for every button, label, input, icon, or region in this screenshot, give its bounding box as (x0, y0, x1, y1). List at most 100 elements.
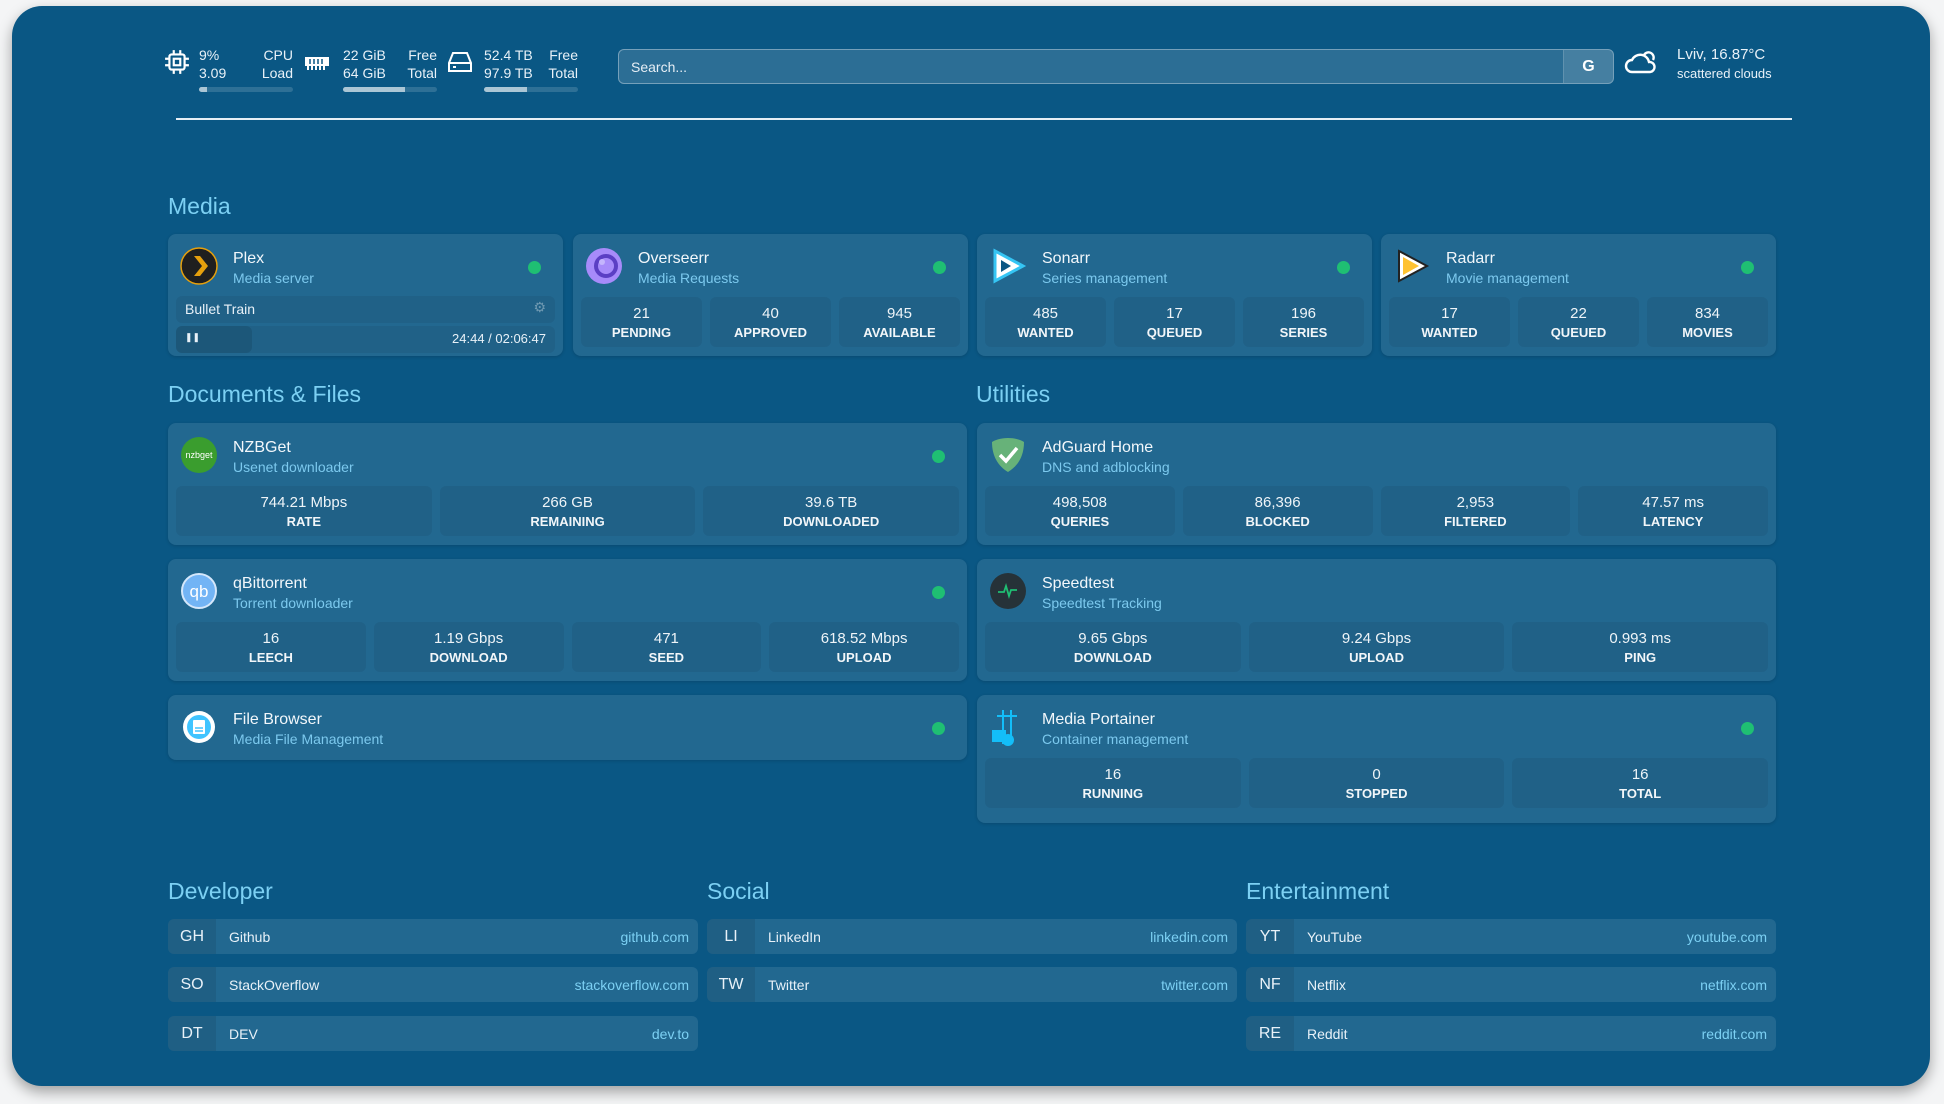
stat-value: 17 (1166, 305, 1183, 322)
service-name: Sonarr (1042, 250, 1091, 267)
cpu-icon (165, 50, 189, 74)
now-playing-title: Bullet Train (185, 301, 256, 317)
service-name: AdGuard Home (1042, 439, 1154, 456)
stat-value: 471 (653, 630, 679, 647)
bookmark-name: Netflix (1307, 976, 1346, 993)
cpu-usage: 9% (199, 47, 220, 63)
stat-block: 471 SEED (571, 622, 762, 672)
stat-block: 2,953 FILTERED (1380, 486, 1571, 536)
bookmark-abbreviation: NF (1246, 967, 1294, 1002)
stat-label: UPLOAD (836, 650, 892, 665)
bookmark-netflix[interactable]: NF Netflix netflix.com (1246, 967, 1776, 1002)
google-search-button[interactable]: G (1563, 50, 1613, 83)
weather-condition: scattered clouds (1677, 66, 1772, 81)
service-card-overseerr[interactable]: Overseerr Media Requests 21 PENDING 40 APPROV… (573, 234, 968, 356)
service-description: Usenet downloader (233, 459, 354, 475)
bookmark-linkedin[interactable]: LI LinkedIn linkedin.com (707, 919, 1237, 954)
stat-value: 1.19 Gbps (434, 630, 504, 647)
bookmark-reddit[interactable]: RE Reddit reddit.com (1246, 1016, 1776, 1051)
stat-block: 47.57 ms LATENCY (1578, 486, 1768, 536)
cpu-label: CPU (263, 47, 293, 63)
disk-free-label: Free (549, 47, 578, 63)
stats-row: 485 WANTED 17 QUEUED 196 SERIES (985, 297, 1364, 347)
disk-usage-bar (484, 87, 578, 92)
service-name: Radarr (1446, 250, 1495, 267)
cloud-icon (1624, 51, 1656, 74)
bookmark-stackoverflow[interactable]: SO StackOverflow stackoverflow.com (168, 967, 698, 1002)
bookmark-name: DEV (229, 1025, 258, 1042)
status-indicator (1337, 261, 1350, 274)
stat-label: UPLOAD (1349, 650, 1404, 665)
disk-widget: 52.4 TB Free 97.9 TB Total (484, 46, 578, 92)
stat-block: 9.65 Gbps DOWNLOAD (985, 622, 1241, 672)
stat-label: MOVIES (1682, 325, 1733, 340)
stat-label: SEED (648, 650, 685, 665)
search-input[interactable] (619, 50, 1563, 83)
service-card-radarr[interactable]: Radarr Movie management 17 WANTED 22 QUEUED 83… (1381, 234, 1776, 356)
media-settings-icon[interactable]: ⚙ (533, 299, 546, 315)
service-description: Torrent downloader (233, 595, 353, 611)
bookmark-name: YouTube (1307, 928, 1363, 945)
bookmark-abbreviation: TW (707, 967, 755, 1002)
portainer-icon (992, 710, 1017, 746)
service-card-filebrowser[interactable]: File Browser Media File Management (168, 695, 967, 760)
playback-progress-bar[interactable] (176, 326, 252, 353)
stats-row: 16 RUNNING 0 STOPPED 16 TOTAL (985, 758, 1769, 808)
stat-value: 86,396 (1254, 494, 1301, 511)
stat-label: LEECH (248, 650, 293, 665)
bookmark-twitter[interactable]: TW Twitter twitter.com (707, 967, 1237, 1002)
stat-label: QUEUED (1146, 325, 1203, 340)
stat-value: 9.65 Gbps (1078, 630, 1148, 647)
stat-block: 22 QUEUED (1518, 297, 1639, 347)
disk-free: 52.4 TB (484, 47, 533, 63)
service-card-sonarr[interactable]: Sonarr Series management 485 WANTED 17 QUEUED… (977, 234, 1372, 356)
status-indicator (933, 261, 946, 274)
group-title-developer: Developer (168, 878, 273, 904)
bookmark-abbreviation: GH (168, 919, 216, 954)
group-title-docs: Documents & Files (168, 381, 362, 407)
disk-total-label: Total (548, 65, 578, 81)
memory-usage-bar (343, 87, 437, 92)
service-card-speedtest[interactable]: Speedtest Speedtest Tracking 9.65 Gbps DOWN… (977, 559, 1776, 681)
stat-label: QUEUED (1550, 325, 1607, 340)
service-name: Speedtest (1042, 575, 1115, 592)
sonarr-icon (993, 248, 1027, 284)
service-name: File Browser (233, 711, 322, 728)
memory-free: 22 GiB (343, 47, 386, 63)
service-card-nzbget[interactable]: nzbget NZBGet Usenet downloader 744.21 Mbps… (168, 423, 967, 545)
svg-text:nzbget: nzbget (185, 450, 213, 460)
service-description: Movie management (1446, 270, 1569, 286)
status-indicator (1741, 261, 1754, 274)
service-card-qbittorrent[interactable]: qb qBittorrent Torrent downloader 16 LEECH 1.… (168, 559, 967, 681)
service-card-plex[interactable]: Plex Media server Bullet Train ⚙ ❚❚ 24:44 / 0… (168, 234, 563, 356)
now-playing-title-row: Bullet Train ⚙ (176, 296, 555, 323)
stat-label: DOWNLOAD (1073, 650, 1152, 665)
bookmark-youtube[interactable]: YT YouTube youtube.com (1246, 919, 1776, 954)
svg-text:qb: qb (190, 582, 209, 601)
status-indicator (932, 586, 945, 599)
stat-value: 16 (1104, 766, 1122, 783)
stat-block: 39.6 TB DOWNLOADED (703, 486, 960, 536)
pause-icon[interactable]: ❚❚ (185, 332, 201, 342)
bookmark-github[interactable]: GH Github github.com (168, 919, 698, 954)
service-card-portainer[interactable]: Media Portainer Container management 16 RUN… (977, 695, 1776, 823)
stat-label: WANTED (1017, 325, 1074, 340)
bookmark-name: Github (229, 928, 271, 945)
service-card-adguard[interactable]: AdGuard Home DNS and adblocking 498,508 QUE… (977, 423, 1776, 545)
stats-row: 9.65 Gbps DOWNLOAD 9.24 Gbps UPLOAD 0.993 ms… (985, 622, 1769, 672)
radarr-icon (1398, 249, 1430, 283)
stat-block: 485 WANTED (985, 297, 1106, 347)
overseerr-icon (586, 248, 622, 284)
stat-value: 945 (886, 305, 913, 322)
bookmark-url: linkedin.com (1150, 928, 1228, 945)
speedtest-icon (990, 573, 1026, 609)
service-description: Series management (1042, 270, 1168, 286)
stat-value: 17 (1441, 305, 1458, 322)
service-description: DNS and adblocking (1042, 459, 1170, 475)
memory-free-label: Free (408, 47, 437, 63)
weather-location: Lviv, 16.87°C (1677, 46, 1766, 63)
stat-block: 21 PENDING (581, 297, 702, 347)
plex-icon (180, 247, 218, 285)
bookmark-dev[interactable]: DT DEV dev.to (168, 1016, 698, 1051)
stat-label: RUNNING (1082, 786, 1144, 801)
